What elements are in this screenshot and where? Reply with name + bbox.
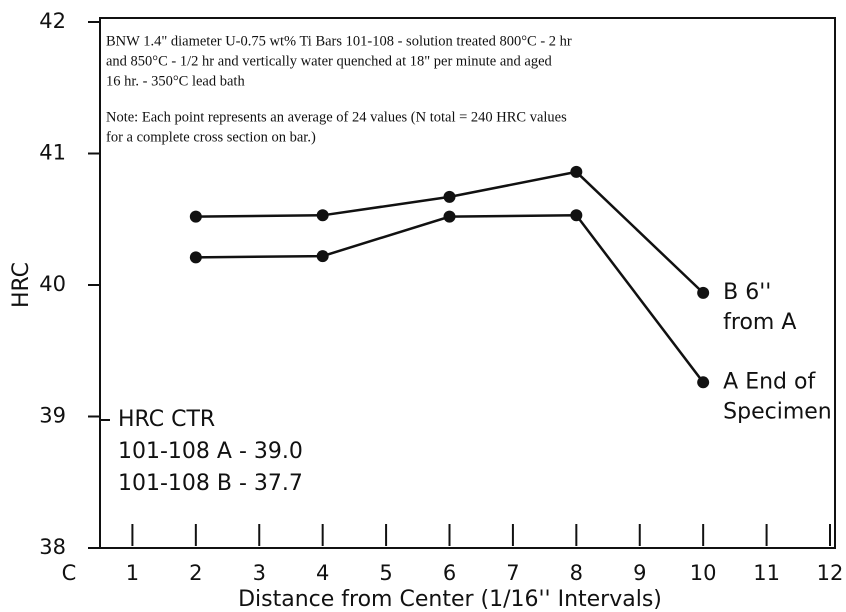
data-point: [697, 286, 710, 299]
x-tick-label: 4: [316, 561, 329, 585]
x-tick-label: 2: [189, 561, 202, 585]
series-line: [195, 214, 705, 384]
x-tick-label: 9: [633, 561, 646, 585]
series-label: A End of: [723, 369, 816, 394]
series-label: from A: [723, 310, 796, 335]
x-tick-label: 1: [126, 561, 139, 585]
data-point: [189, 210, 202, 223]
series-label: B 6'': [723, 280, 771, 305]
x-tick-label: 3: [253, 561, 266, 585]
y-axis-label: HRC: [9, 262, 34, 308]
data-point: [697, 376, 710, 389]
data-point: [189, 251, 202, 264]
y-tick-label: 38: [39, 535, 66, 559]
data-point: [316, 209, 329, 222]
note-text: Note: Each point represents an average o…: [106, 109, 567, 125]
x-tick-label: 12: [817, 561, 844, 585]
data-point: [570, 209, 583, 222]
x-tick-label: 7: [506, 561, 519, 585]
note-text: BNW 1.4" diameter U-0.75 wt% Ti Bars 101…: [106, 33, 572, 49]
x-tick-label: 5: [379, 561, 392, 585]
inset-text: HRC CTR: [118, 407, 215, 432]
y-tick-label: 40: [39, 272, 66, 296]
data-point: [443, 190, 456, 203]
inset-text: 101-108 B - 37.7: [118, 471, 303, 496]
series-label: Specimen: [723, 399, 832, 424]
inset-text: 101-108 A - 39.0: [118, 439, 303, 464]
data-point: [443, 210, 456, 223]
data-point: [316, 250, 329, 263]
x-tick-label: C: [62, 561, 77, 585]
plot-frame: [99, 17, 836, 549]
y-tick-label: 42: [39, 9, 66, 33]
x-tick-label: 6: [443, 561, 456, 585]
data-point: [570, 165, 583, 178]
x-axis-label: Distance from Center (1/16'' Intervals): [238, 587, 662, 612]
series-line: [195, 170, 705, 294]
x-tick-label: 11: [753, 561, 780, 585]
y-tick-label: 41: [39, 141, 66, 165]
y-tick-label: 39: [39, 404, 66, 428]
x-tick-label: 8: [570, 561, 583, 585]
x-tick-label: 10: [690, 561, 717, 585]
note-text: for a complete cross section on bar.): [106, 129, 316, 145]
note-text: and 850°C - 1/2 hr and vertically water …: [106, 53, 553, 69]
note-text: 16 hr. - 350°C lead bath: [106, 73, 245, 89]
